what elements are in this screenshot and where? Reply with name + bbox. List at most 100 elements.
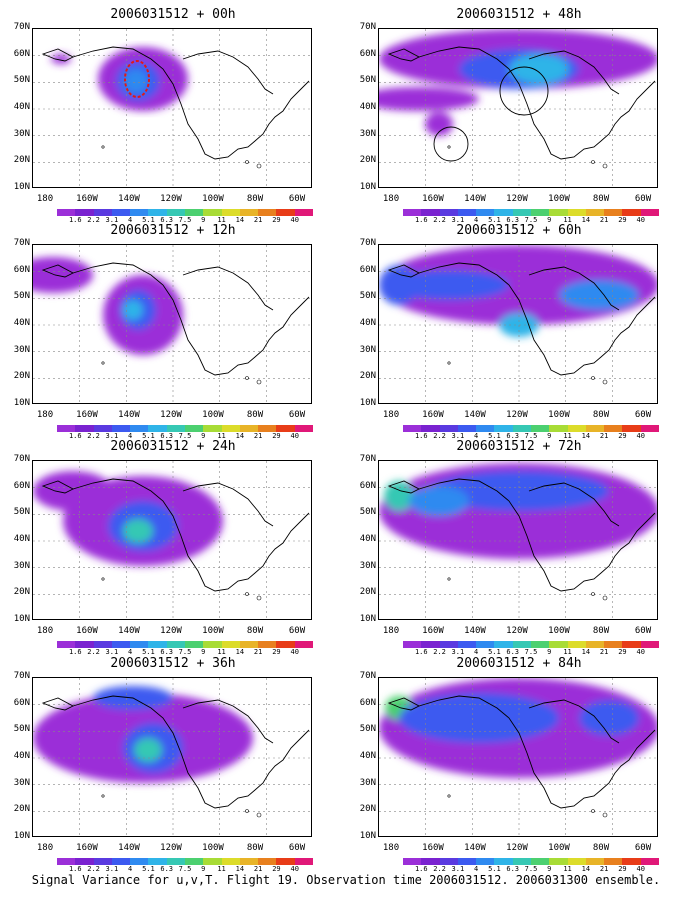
colorbar-label: 3.1 — [451, 432, 465, 440]
colorbar-labels: 1.6 2.2 3.1 4 5.1 6.3 7.5 9 11 14 21 29 40 — [40, 648, 330, 658]
colorbar-labels: 1.6 2.2 3.1 4 5.1 6.3 7.5 9 11 14 21 29 40 — [386, 216, 676, 226]
colorbar-swatch — [549, 209, 568, 216]
latitude-tick-label: 40N — [13, 751, 30, 761]
colorbar-label: 40 — [636, 865, 645, 873]
colorbar-label: 11 — [217, 216, 226, 224]
longitude-tick-label: 60W — [288, 626, 306, 636]
latitude-tick-label: 30N — [359, 344, 376, 355]
colorbar-swatch — [549, 425, 568, 432]
colorbar-swatch — [111, 425, 131, 432]
longitude-tick-label: 140W — [118, 194, 140, 204]
colorbar-label: 6.3 — [506, 216, 520, 224]
longitude-tick-label: 100W — [548, 626, 570, 636]
longitude-tick-label: 120W — [160, 194, 182, 204]
colorbar-label: 2.2 — [87, 865, 100, 873]
panel-title: 2006031512 + 84h — [456, 656, 582, 671]
colorbar-label: 4 — [128, 865, 133, 873]
latitude-tick-label: 20N — [13, 587, 30, 598]
colorbar-swatch — [476, 209, 495, 216]
colorbar-label: 29 — [618, 865, 627, 873]
longitude-tick-label: 80W — [592, 843, 610, 853]
colorbar-swatch — [148, 209, 167, 216]
longitude-tick-label: 60W — [288, 410, 306, 420]
colorbar-label: 14 — [235, 648, 245, 656]
colorbar-label: 3.1 — [451, 216, 465, 224]
colorbar-label: 6.3 — [160, 865, 174, 873]
colorbar-swatch — [57, 641, 76, 648]
longitude-tick-label: 80W — [246, 410, 264, 420]
longitude-tick-label: 120W — [506, 843, 528, 853]
colorbar-swatch — [421, 425, 440, 432]
latitude-tick-label: 20N — [13, 804, 30, 815]
latitude-tick-label: 10N — [359, 831, 376, 841]
colorbar-label: 29 — [618, 432, 627, 440]
colorbar-label: 4 — [474, 432, 479, 440]
colorbar-label: 3.1 — [105, 432, 119, 440]
colorbar-label: 1.6 — [414, 216, 428, 224]
longitude-tick-label: 80W — [246, 194, 264, 204]
latitude-tick-label: 50N — [359, 507, 376, 518]
variance-map — [378, 28, 658, 188]
colorbar-swatch — [130, 209, 149, 216]
colorbar-label: 2.2 — [433, 432, 446, 440]
colorbar-swatch — [439, 425, 458, 432]
longitude-tick-label: 80W — [592, 410, 610, 420]
panel-title: 2006031512 + 72h — [456, 439, 582, 454]
colorbar-labels: 1.6 2.2 3.1 4 5.1 6.3 7.5 9 11 14 21 29 40 — [386, 648, 676, 658]
variance-map — [32, 460, 312, 620]
longitude-tick-label: 100W — [548, 410, 570, 420]
latitude-tick-label: 30N — [13, 344, 30, 355]
colorbar-swatch — [549, 858, 568, 865]
colorbar-label: 9 — [201, 216, 206, 224]
colorbar-swatch — [75, 641, 94, 648]
latitude-tick-label: 40N — [13, 534, 30, 544]
latitude-tick-label: 40N — [359, 318, 376, 328]
colorbar-label: 5.1 — [142, 648, 155, 656]
colorbar-label: 3.1 — [451, 865, 465, 873]
colorbar-swatch — [457, 641, 477, 648]
longitude-tick-label: 160W — [422, 843, 444, 853]
colorbar-label: 5.1 — [488, 432, 501, 440]
colorbar-swatch — [93, 858, 112, 865]
latitude-tick-label: 10N — [13, 182, 30, 192]
longitude-tick-label: 100W — [202, 626, 224, 636]
colorbar-swatch — [93, 641, 112, 648]
colorbar-swatch — [567, 641, 586, 648]
colorbar-labels: 1.6 2.2 3.1 4 5.1 6.3 7.5 9 11 14 21 29 40 — [40, 216, 330, 226]
colorbar-swatch — [294, 209, 313, 216]
longitude-tick-label: 160W — [422, 410, 444, 420]
latitude-tick-label: 50N — [359, 724, 376, 735]
colorbar-label: 1.6 — [414, 648, 428, 656]
colorbar-label: 21 — [253, 432, 263, 440]
colorbar-swatch — [421, 858, 440, 865]
colorbar-swatch — [203, 641, 222, 648]
longitude-tick-label: 180 — [36, 843, 54, 853]
longitude-tick-label: 180 — [36, 194, 54, 204]
latitude-tick-label: 70N — [359, 238, 376, 248]
latitude-tick-label: 30N — [13, 128, 30, 139]
colorbar-swatch — [111, 858, 131, 865]
map-panel: 2006031512 + 12h 70N 60N 50N 40N 30N 20N 10N 180… — [0, 222, 346, 440]
latitude-tick-label: 70N — [13, 671, 30, 681]
longitude-tick-label: 120W — [160, 626, 182, 636]
panel-title: 2006031512 + 60h — [456, 223, 582, 238]
latitude-tick-label: 30N — [13, 777, 30, 788]
colorbar-swatch — [57, 858, 76, 865]
longitude-tick-label: 160W — [76, 410, 98, 420]
longitude-tick-label: 60W — [634, 410, 652, 420]
map-panel: 2006031512 + 00h 70N 60N 50N 40N 30N 20N 10N 180… — [0, 6, 346, 224]
longitude-tick-label: 180 — [382, 410, 400, 420]
longitude-tick-label: 120W — [160, 843, 182, 853]
map-panel: 2006031512 + 48h 70N 60N 50N 40N 30N 20N 10N 180… — [346, 6, 692, 224]
colorbar-swatch — [184, 209, 204, 216]
latitude-tick-label: 50N — [13, 507, 30, 518]
colorbar-label: 29 — [272, 216, 281, 224]
colorbar-swatch — [258, 425, 277, 432]
colorbar-swatch — [457, 425, 477, 432]
colorbar-label: 5.1 — [488, 865, 501, 873]
latitude-tick-label: 60N — [13, 48, 30, 59]
latitude-tick-label: 30N — [13, 560, 30, 571]
latitude-tick-label: 60N — [359, 264, 376, 275]
colorbar-label: 11 — [217, 648, 226, 656]
longitude-tick-label: 100W — [202, 410, 224, 420]
